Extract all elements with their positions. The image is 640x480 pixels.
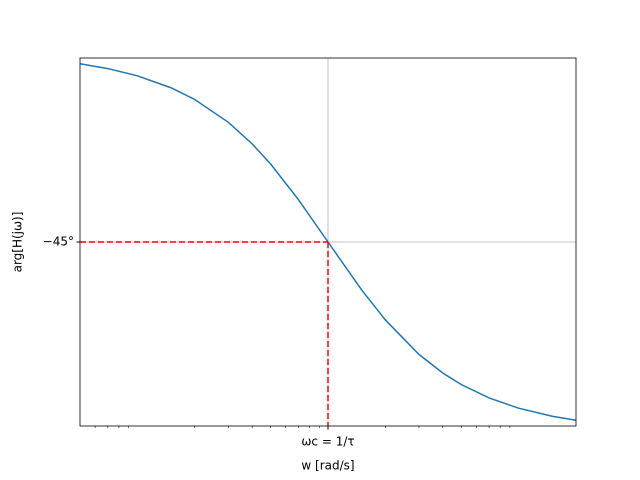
y-axis-label: arg[H(jω)] <box>11 212 25 273</box>
y-tick-label: −45° <box>43 235 74 249</box>
x-axis-label: w [rad/s] <box>301 459 354 473</box>
plot-frame <box>79 57 577 427</box>
x-tick-label: ωc = 1/τ <box>301 435 354 449</box>
